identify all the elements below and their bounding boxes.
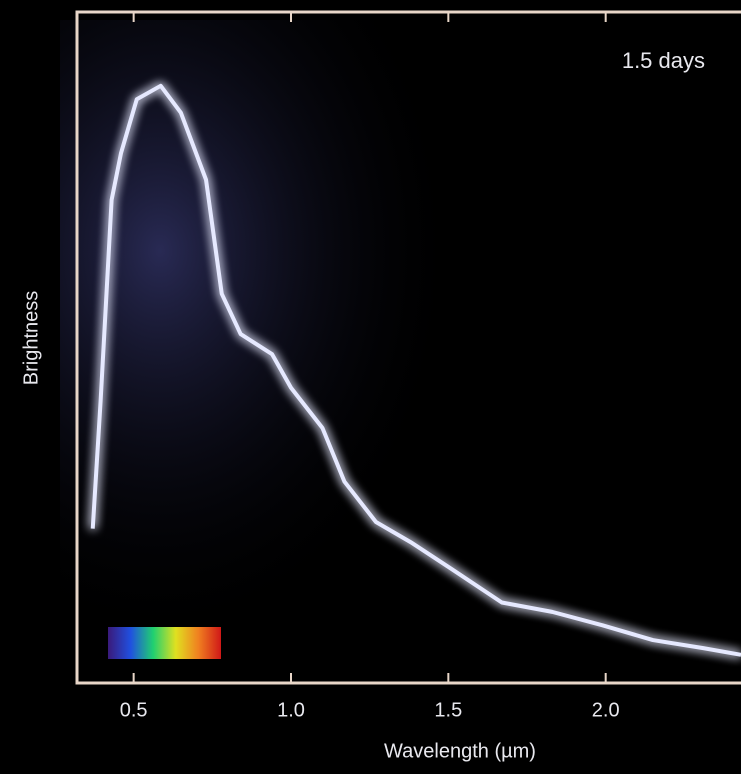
plot: 0.5 1.0 1.5 2.0 [90, 12, 741, 721]
color-bar [108, 627, 221, 659]
y-axis-label: Brightness [20, 291, 42, 386]
x-axis-label: Wavelength (µm) [384, 740, 536, 762]
plot-frame [75, 10, 741, 685]
x-tick-label: 1.0 [277, 699, 305, 721]
spectrum-line [90, 83, 741, 657]
halo [60, 20, 560, 680]
x-tick-label: 1.5 [434, 699, 462, 721]
x-tick-label: 0.5 [120, 699, 148, 721]
x-tick-label: 2.0 [592, 699, 620, 721]
annotation: 1.5 days [622, 48, 705, 73]
